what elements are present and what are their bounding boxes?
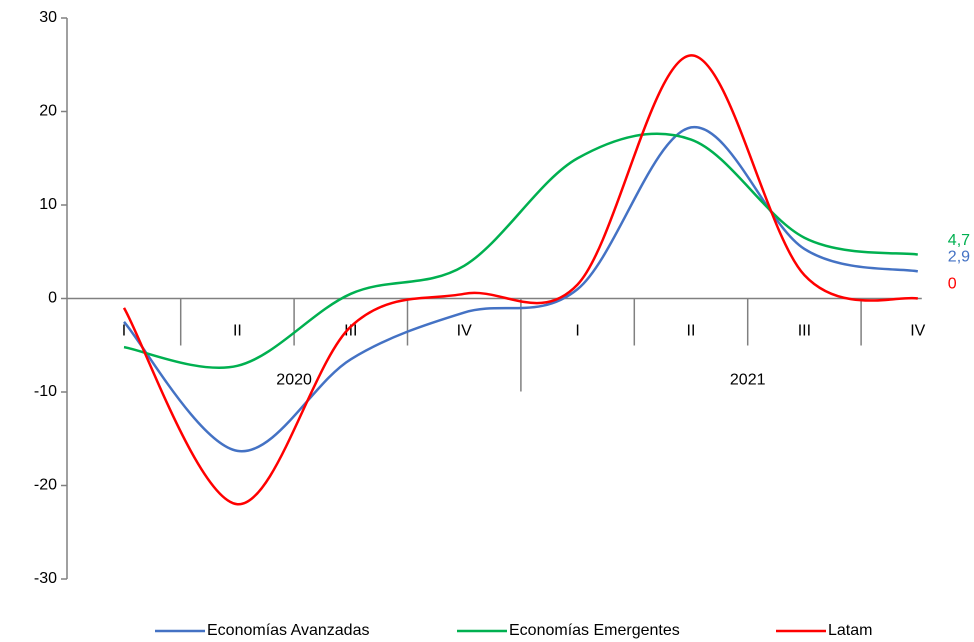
x-tick-label: IV [457, 323, 472, 340]
y-tick-label: 10 [39, 196, 57, 213]
y-tick-label: -30 [34, 570, 57, 587]
value-label: 4,7 [948, 232, 970, 249]
series-line [123, 132, 918, 369]
year-label: 2021 [730, 372, 766, 389]
legend-label: Economías Emergentes [509, 622, 680, 639]
legend-label: Economías Avanzadas [207, 622, 369, 639]
value-label: 2,9 [948, 249, 970, 266]
x-tick-label: II [687, 323, 696, 340]
year-label: 2020 [276, 372, 312, 389]
y-tick-label: 20 [39, 103, 57, 120]
y-tick-label: -20 [34, 477, 57, 494]
x-tick-label: I [122, 323, 126, 340]
value-label: 0 [948, 276, 957, 293]
legend-label: Latam [828, 622, 872, 639]
y-tick-label: -10 [34, 383, 57, 400]
series-line [123, 126, 919, 453]
y-tick-label: 30 [39, 9, 57, 26]
series-line [122, 54, 919, 506]
x-tick-label: II [233, 323, 242, 340]
x-tick-label: III [344, 323, 357, 340]
x-tick-label: III [798, 323, 811, 340]
x-tick-label: I [575, 323, 579, 340]
y-tick-label: 0 [48, 290, 57, 307]
x-tick-label: IV [910, 323, 925, 340]
